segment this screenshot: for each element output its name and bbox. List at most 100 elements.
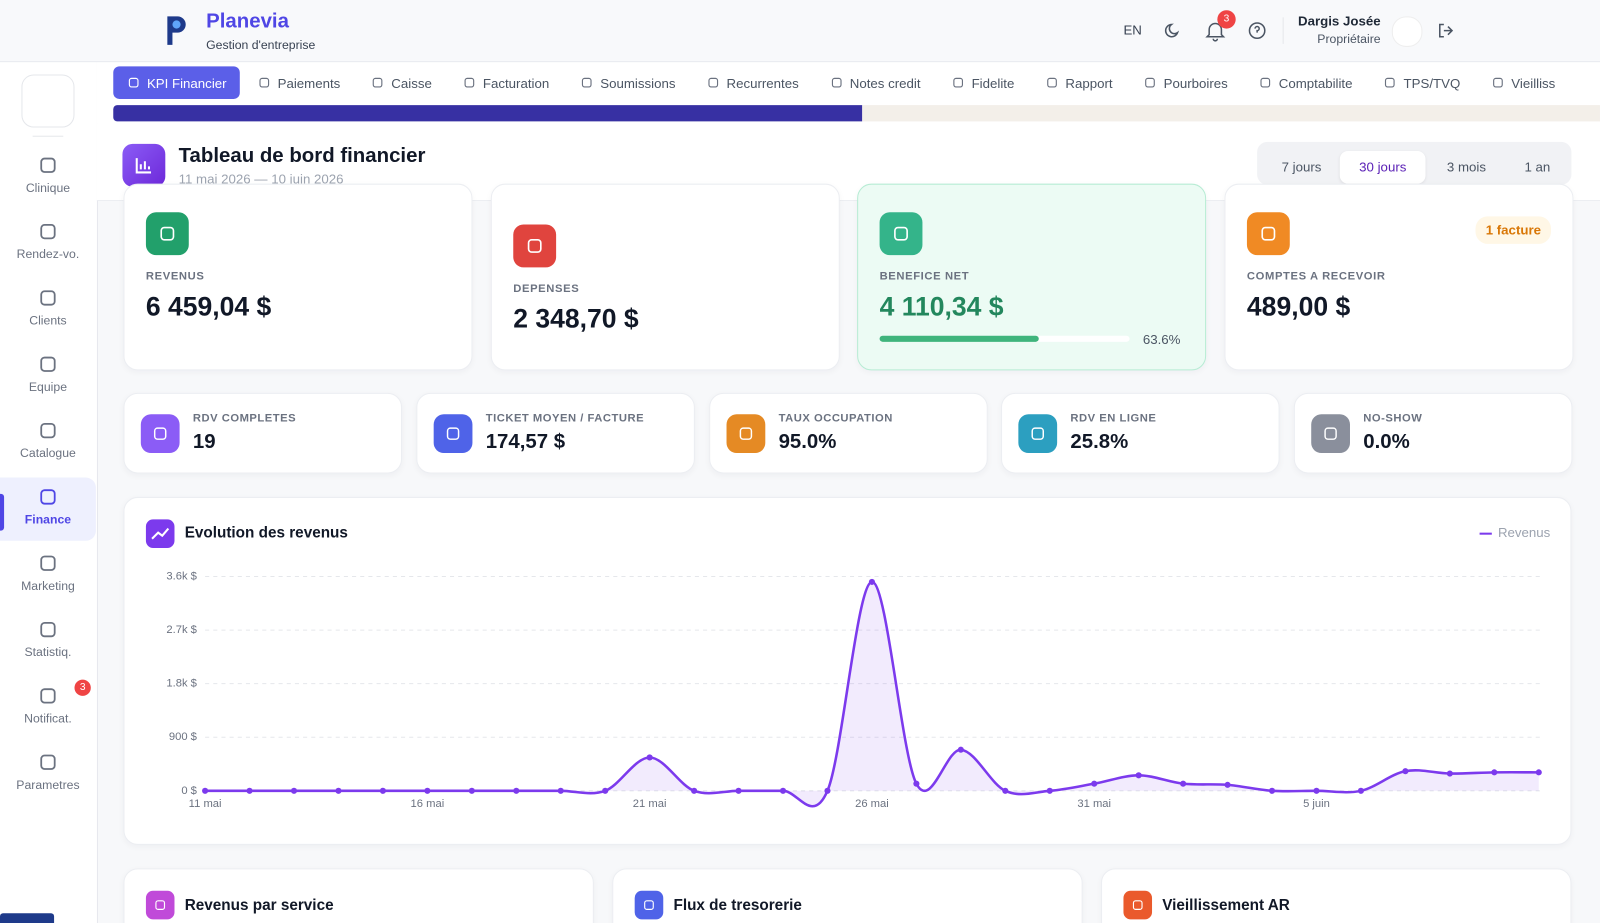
tab-label: Recurrentes [726, 74, 799, 91]
area [205, 581, 1539, 807]
kpi-card: REVENUS 6 459,04 $ [123, 183, 473, 371]
icon [582, 77, 592, 88]
point [1268, 787, 1276, 794]
language[interactable]: EN [1123, 22, 1142, 38]
sidebar-label: Clients [29, 313, 67, 328]
kpi-badge: 1 facture [1475, 216, 1552, 244]
tab[interactable]: Pourboires [1130, 66, 1241, 99]
sidebar-item[interactable]: Statistiq. [0, 610, 96, 673]
tab[interactable]: Paiements [244, 66, 354, 99]
clinic-logo[interactable] [21, 74, 75, 128]
icon [259, 77, 270, 88]
sidebar: Clinique Rendez-vo. Clients Equipe Catalogue… [0, 62, 98, 923]
tab[interactable]: Fidelite [938, 66, 1028, 99]
user-role: Propriétaire [1317, 31, 1381, 46]
divider [1282, 17, 1284, 44]
range-option[interactable]: 1 an [1524, 159, 1551, 175]
margin-track [879, 335, 1130, 342]
sidebar-label: Parametres [16, 777, 80, 792]
sidebar-label: Equipe [28, 379, 68, 394]
tab-label: Fidelite [971, 74, 1015, 91]
bottom-card-icon [145, 890, 175, 920]
tab-label: Comptabilite [1278, 74, 1353, 91]
icon [153, 427, 167, 440]
stat-card: RDV COMPLETES 19 [123, 392, 403, 474]
kpi-card: COMPTES A RECEVOIR 489,00 $ 1 facture [1224, 183, 1574, 371]
tab[interactable]: Rapport [1032, 66, 1126, 99]
tab[interactable]: KPI Financier [113, 66, 240, 99]
bottom-card: Vieillissement AR [1101, 868, 1572, 923]
kpi-icon [145, 212, 189, 256]
icon [1493, 77, 1503, 88]
stat-icon [726, 414, 766, 454]
sidebar-item[interactable]: Finance [0, 477, 96, 541]
icon [894, 226, 908, 241]
kpi-value: 2 348,70 $ [513, 303, 639, 334]
icon [953, 77, 964, 88]
y-tick-label: 0 $ [181, 785, 197, 797]
tab-bar: KPI Financier Paiements Caisse Facturation S… [96, 62, 1600, 124]
theme-toggle[interactable] [1163, 21, 1181, 39]
point [513, 787, 520, 794]
tab-label: Notes credit [849, 74, 921, 91]
y-tick-label: 900 $ [169, 731, 198, 743]
point [602, 787, 609, 794]
point [424, 787, 431, 794]
point [735, 787, 742, 794]
sidebar-item[interactable]: Parametres [0, 743, 96, 806]
tab[interactable]: Recurrentes [693, 66, 812, 99]
help[interactable] [1248, 21, 1266, 40]
point [1357, 787, 1365, 794]
kpi-label: COMPTES A RECEVOIR [1246, 270, 1386, 283]
point [557, 787, 564, 794]
tab[interactable]: Soumissions [567, 66, 689, 99]
range-option[interactable]: 7 jours [1281, 159, 1322, 175]
stat-value: 174,57 $ [485, 430, 566, 454]
stat-label: NO-SHOW [1363, 412, 1423, 425]
stat-icon [433, 414, 473, 454]
icon [40, 157, 56, 173]
icon [40, 290, 56, 306]
sidebar-label: Catalogue [20, 445, 76, 461]
point [1491, 769, 1498, 776]
icon [1031, 427, 1044, 440]
sidebar-item[interactable]: Equipe [0, 345, 96, 408]
avatar[interactable] [1391, 16, 1423, 47]
tab[interactable]: Comptabilite [1245, 66, 1366, 99]
stat-label: TAUX OCCUPATION [778, 412, 893, 425]
tab[interactable]: Vieilliss [1478, 66, 1569, 99]
tab-label: Soumissions [600, 74, 676, 91]
tab[interactable]: Notes credit [816, 66, 934, 99]
top-bar: Planevia Gestion d'entreprise EN 3 Dargi… [0, 0, 1600, 63]
notification-badge: 3 [1217, 10, 1236, 29]
icon [1260, 77, 1271, 88]
range-option[interactable]: 3 mois [1446, 159, 1487, 175]
tab-label: Facturation [482, 74, 550, 91]
divider [32, 135, 64, 137]
sidebar-item[interactable]: Catalogue [0, 411, 96, 474]
point [1002, 787, 1009, 794]
x-tick-label: 21 mai [633, 798, 667, 810]
tab[interactable]: Facturation [449, 66, 562, 99]
range-option[interactable]: 30 jours [1339, 151, 1426, 184]
sidebar-label: Rendez-vo. [16, 246, 80, 262]
sidebar-item[interactable]: Clients [0, 279, 96, 342]
stat-label: RDV EN LIGNE [1070, 412, 1157, 425]
sidebar-item[interactable]: Notificat. [0, 677, 96, 740]
kpi-icon [1246, 212, 1290, 256]
sidebar-item[interactable]: Clinique [0, 146, 96, 209]
sidebar-item[interactable]: Rendez-vo. [0, 212, 96, 275]
footer-tab [0, 913, 55, 923]
point [202, 787, 209, 794]
sidebar-label: Marketing [21, 578, 75, 593]
bottom-card: Revenus par service [123, 868, 594, 923]
stat-value: 0.0% [1363, 430, 1410, 454]
tab[interactable]: Caisse [358, 66, 445, 99]
logout[interactable] [1437, 21, 1455, 39]
sidebar-item[interactable]: Marketing [0, 544, 96, 607]
x-tick-label: 11 mai [189, 798, 222, 810]
tab-label: Pourboires [1163, 74, 1228, 91]
range-selector: 7 jours 30 jours 3 mois 1 an [1257, 141, 1572, 185]
tab[interactable]: TPS/TVQ [1370, 66, 1474, 99]
scroll-thumb[interactable] [113, 105, 863, 122]
